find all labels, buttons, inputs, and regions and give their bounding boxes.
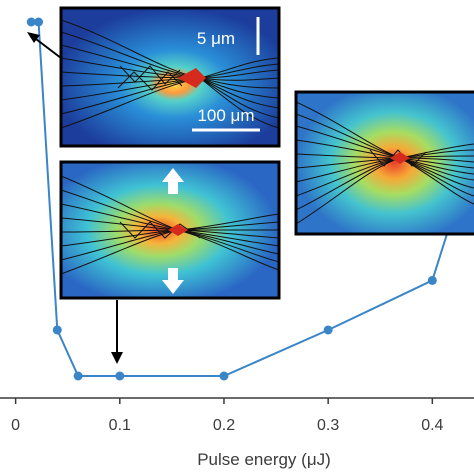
data-point [323,325,333,335]
x-axis: 0 0.1 0.2 0.3 0.4 Pulse energy (μJ) [0,397,474,469]
data-point [427,275,437,285]
pointer-arrow-top [27,32,62,59]
data-point [73,371,83,381]
x-ticks: 0 0.1 0.2 0.3 0.4 [11,398,444,434]
scale-bar-small-label: 5 μm [197,29,235,48]
x-tick-label: 0.2 [213,417,235,434]
data-point [219,371,229,381]
inset-middle-frame [59,160,281,300]
inset-right [294,90,474,236]
x-axis-label: Pulse energy (μJ) [197,450,331,469]
inset-top-field [61,8,279,146]
data-point [52,325,62,335]
inset-right-focus [390,152,410,164]
scale-bar-large-label: 100 μm [197,106,254,125]
data-point [115,371,125,381]
inset-right-frame [294,90,474,236]
arrow-down-icon [162,268,184,294]
inset-top-frame [59,6,281,148]
x-tick-label: 0.1 [109,417,131,434]
x-tick-label: 0.3 [317,417,339,434]
inset-top: 5 μm 100 μm [59,6,281,148]
inset-middle [59,160,281,300]
arrow-up-icon [162,168,184,194]
data-point [26,17,36,27]
inset-top-focus [178,68,206,88]
x-tick-label: 0 [11,417,20,434]
inset-middle-focus [168,224,188,236]
data-point [34,17,44,27]
pointer-arrow-middle [111,300,123,364]
x-tick-label: 0.4 [421,417,443,434]
